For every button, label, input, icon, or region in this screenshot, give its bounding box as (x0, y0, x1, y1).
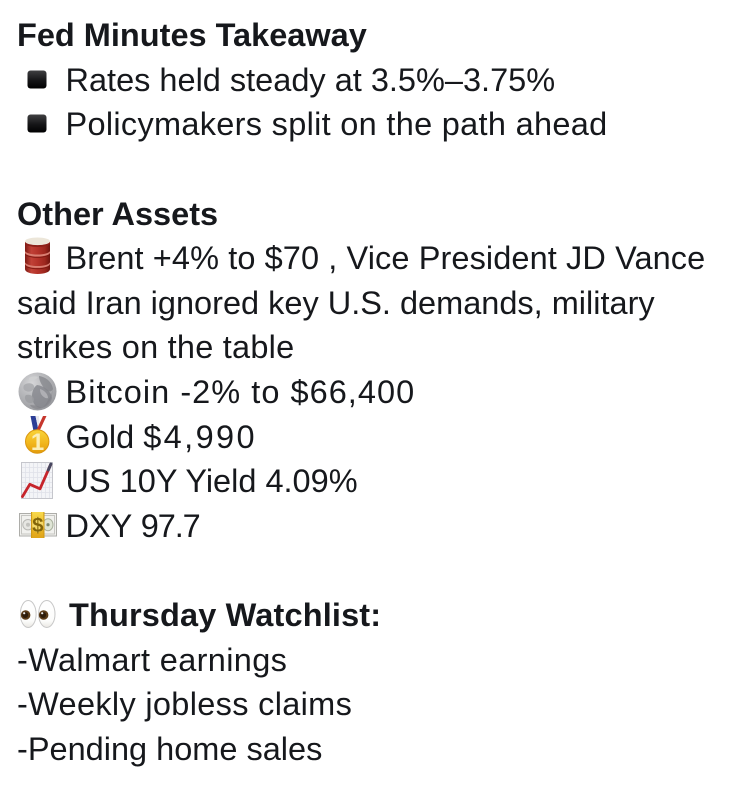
svg-text:1: 1 (31, 429, 44, 454)
svg-text:$: $ (32, 515, 43, 537)
